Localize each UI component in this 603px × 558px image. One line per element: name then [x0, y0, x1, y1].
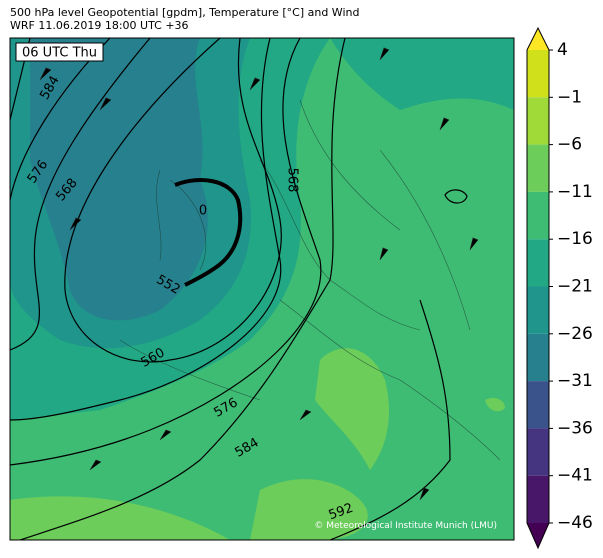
temp-area [485, 397, 505, 412]
temp-area [10, 496, 230, 540]
colorbar-band [527, 333, 549, 382]
colorbar-band [527, 286, 549, 334]
contour-552 [174, 178, 243, 287]
temp-area [315, 348, 390, 470]
map: 06 UTC Thu © Meteorological Institute Mu… [9, 37, 515, 541]
colorbar-band [527, 191, 549, 240]
colorbar-band [527, 381, 549, 429]
temp-area [30, 38, 208, 321]
map-frame [9, 37, 515, 541]
colorbar-tick-label: −26 [557, 324, 593, 344]
colorbar-tick-label: −11 [557, 182, 593, 202]
time-label-box [15, 42, 104, 62]
colorbar-band [527, 50, 549, 98]
temp-area [330, 38, 514, 110]
header-subtitle: WRF 11.06.2019 18:00 UTC +36 [10, 19, 189, 32]
colorbar-tick-label: −1 [557, 87, 582, 107]
header-title: 500 hPa level Geopotential [gpdm], Tempe… [10, 6, 359, 19]
copyright: © Meteorological Institute Munich (LMU) [314, 521, 497, 531]
colorbar-tick-label: −6 [557, 135, 582, 155]
colorbar-extend-bottom [527, 523, 549, 548]
colorbar-band [527, 475, 549, 523]
colorbar-band [527, 239, 549, 287]
colorbar-tick-label: −21 [557, 277, 593, 297]
wind-barbs [39, 47, 479, 501]
temp-area [250, 479, 368, 540]
colorbar-tick-label: 4 [557, 40, 568, 60]
contour-label: 568 [285, 168, 300, 193]
colorbar-band [527, 97, 549, 145]
contour-label: 0 [199, 204, 207, 219]
time-label: 06 UTC Thu [22, 46, 97, 61]
colorbar-tick-label: −31 [557, 371, 593, 391]
colorbar-tick-label: −36 [557, 418, 593, 438]
colorbar-tick-label: −41 [557, 466, 593, 486]
colorbar-extend-top [527, 28, 549, 50]
colorbar-band [527, 428, 549, 476]
colorbar: 4 −1 −6 −11 −16 −21 −26 −31 −36 −41 −46 [526, 26, 593, 550]
colorbar-tick-label: −16 [557, 229, 593, 249]
colorbar-band [527, 144, 549, 192]
colorbar-tick-label: −46 [557, 513, 593, 533]
